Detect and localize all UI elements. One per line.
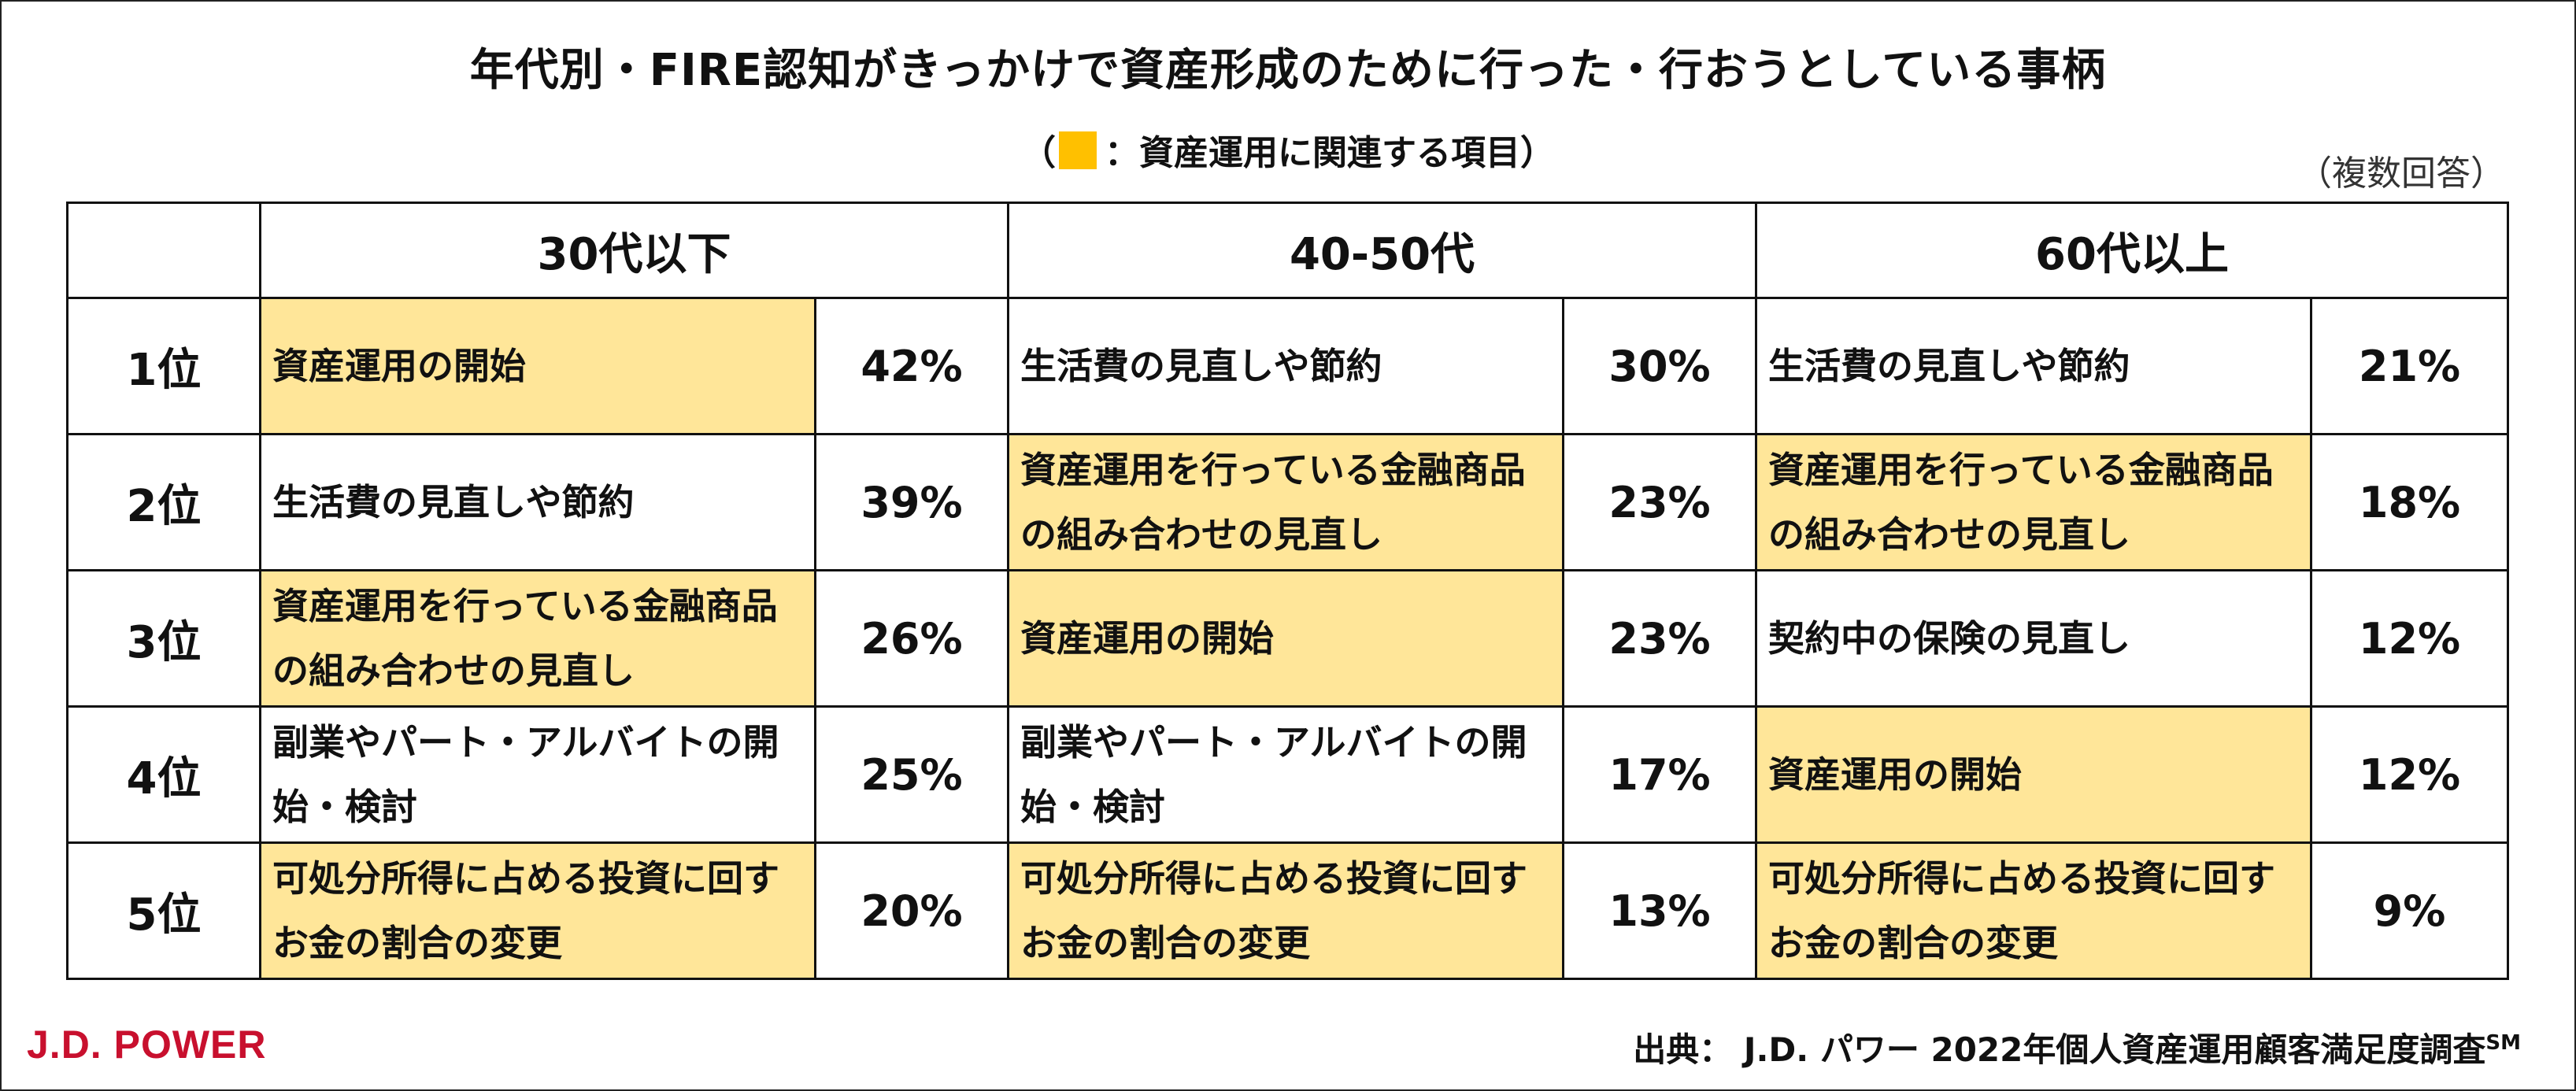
rank-label: 3位: [66, 569, 261, 708]
legend-open-paren: （: [1021, 133, 1056, 173]
item-40-50s: 資産運用を行っている金融商品の組み合わせの見直し: [1007, 433, 1564, 571]
service-mark: SM: [2485, 1031, 2521, 1055]
item-60s-plus: 生活費の見直しや節約: [1755, 297, 2313, 435]
page-title: 年代別・FIRE認知がきっかけで資産形成のために行った・行おうとしている事柄: [469, 45, 2107, 96]
item-under-30s: 資産運用の開始: [259, 297, 816, 435]
legend-text: ：資産運用に関連する項目）: [1105, 133, 1555, 173]
header-row: 30代以下 40-50代 60代以上: [66, 202, 2510, 299]
percentage-60s-plus: 18%: [2310, 433, 2510, 571]
percentage-under-30s: 39%: [814, 433, 1009, 571]
header-rank-corner: [66, 202, 261, 299]
table-row: 4位 副業やパート・アルバイトの開始・検討 25% 副業やパート・アルバイトの開始・検…: [66, 705, 2510, 844]
percentage-40-50s: 23%: [1561, 433, 1758, 571]
table-row: 3位 資産運用を行っている金融商品の組み合わせの見直し 26% 資産運用の開始 23% 契…: [66, 569, 2510, 708]
table-row: 1位 資産運用の開始 42% 生活費の見直しや節約 30% 生活費の見直しや節約 21%: [66, 297, 2510, 435]
header-40-50s: 40-50代: [1006, 202, 1758, 299]
percentage-under-30s: 26%: [814, 569, 1009, 708]
percentage-40-50s: 30%: [1561, 297, 1758, 435]
percentage-60s-plus: 9%: [2310, 841, 2510, 980]
percentage-under-30s: 42%: [814, 297, 1009, 435]
percentage-40-50s: 23%: [1561, 569, 1758, 708]
percentage-under-30s: 25%: [814, 705, 1009, 844]
item-60s-plus: 資産運用の開始: [1755, 705, 2313, 844]
item-60s-plus: 契約中の保険の見直し: [1755, 569, 2313, 708]
rank-label: 4位: [66, 705, 261, 844]
legend-subtitle: （ ：資産運用に関連する項目）: [0, 124, 2576, 175]
percentage-60s-plus: 12%: [2310, 705, 2510, 844]
ranking-table: 30代以下 40-50代 60代以上 1位 資産運用の開始 42% 生活費の見直しや節…: [66, 202, 2510, 980]
rank-label: 1位: [66, 297, 261, 435]
percentage-40-50s: 17%: [1561, 705, 1758, 844]
item-under-30s: 資産運用を行っている金融商品の組み合わせの見直し: [259, 569, 816, 708]
source-credit: 出典： J.D. パワー 2022年個人資産運用顧客満足度調査SM: [1633, 1023, 2521, 1071]
item-under-30s: 可処分所得に占める投資に回すお金の割合の変更: [259, 841, 816, 980]
percentage-under-30s: 20%: [814, 841, 1009, 980]
source-text: 出典： J.D. パワー 2022年個人資産運用顧客満足度調査: [1633, 1030, 2486, 1069]
legend-swatch-icon: [1059, 131, 1097, 169]
item-under-30s: 副業やパート・アルバイトの開始・検討: [259, 705, 816, 844]
item-40-50s: 副業やパート・アルバイトの開始・検討: [1007, 705, 1564, 844]
multiple-answer-note: （複数回答）: [2297, 153, 2505, 194]
item-40-50s: 資産運用の開始: [1007, 569, 1564, 708]
item-60s-plus: 資産運用を行っている金融商品の組み合わせの見直し: [1755, 433, 2313, 571]
rank-label: 5位: [66, 841, 261, 980]
rank-label: 2位: [66, 433, 261, 571]
table-row: 5位 可処分所得に占める投資に回すお金の割合の変更 20% 可処分所得に占める投資に回…: [66, 841, 2510, 980]
item-40-50s: 生活費の見直しや節約: [1007, 297, 1564, 435]
item-60s-plus: 可処分所得に占める投資に回すお金の割合の変更: [1755, 841, 2313, 980]
percentage-60s-plus: 21%: [2310, 297, 2510, 435]
table-row: 2位 生活費の見直しや節約 39% 資産運用を行っている金融商品の組み合わせの見直し 2…: [66, 433, 2510, 571]
percentage-40-50s: 13%: [1561, 841, 1758, 980]
item-40-50s: 可処分所得に占める投資に回すお金の割合の変更: [1007, 841, 1564, 980]
header-60s-plus: 60代以上: [1755, 202, 2510, 299]
header-under-30s: 30代以下: [259, 202, 1009, 299]
percentage-60s-plus: 12%: [2310, 569, 2510, 708]
jd-power-logo: J.D. POWER: [27, 1023, 267, 1067]
item-under-30s: 生活費の見直しや節約: [259, 433, 816, 571]
